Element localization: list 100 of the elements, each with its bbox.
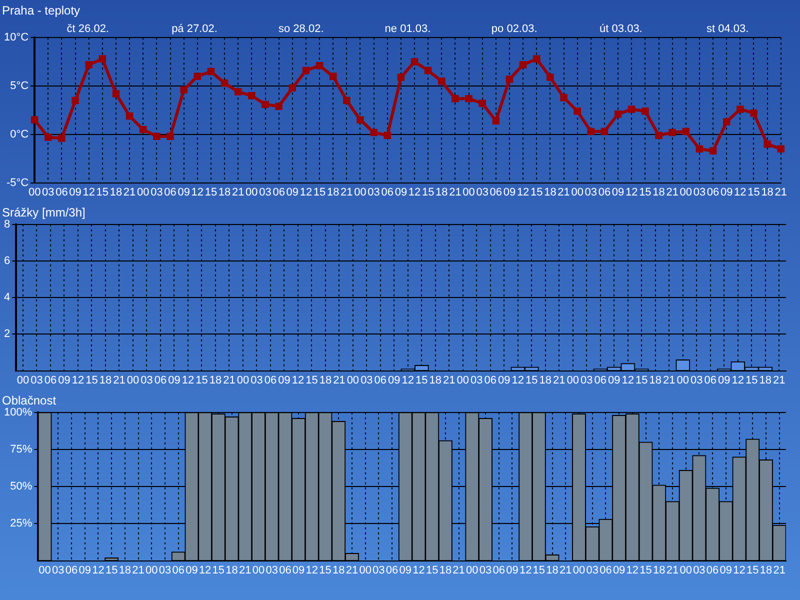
x-tick-label: 00 xyxy=(38,564,51,576)
x-tick-label: 00 xyxy=(16,374,30,386)
chart-title: Srážky [mm/3h] xyxy=(2,206,86,220)
x-tick-label: 15 xyxy=(526,374,538,386)
x-tick-label: 12 xyxy=(182,374,194,386)
x-tick-label: 21 xyxy=(666,564,679,576)
x-tick-label: 21 xyxy=(773,564,786,576)
x-tick-label: 03 xyxy=(693,186,706,198)
x-tick-label: 12 xyxy=(626,564,639,576)
x-tick-label: 18 xyxy=(760,564,772,576)
text: st 04.03. xyxy=(706,23,749,36)
x-tick-label: 00 xyxy=(680,186,692,198)
x-tick-label: 12 xyxy=(300,186,312,198)
x-tick-label: 12 xyxy=(412,564,425,576)
x-tick-label: 18 xyxy=(439,564,452,576)
x-tick-label: 09 xyxy=(394,186,408,198)
x-tick-label: 06 xyxy=(492,564,505,576)
x-tick-label: 06 xyxy=(172,564,184,576)
x-tick-label: 15 xyxy=(306,374,318,386)
x-tick-label: 03 xyxy=(250,374,263,386)
y-tick-label: 10°C xyxy=(4,32,29,44)
x-tick-label: 06 xyxy=(154,374,167,386)
x-tick-label: 00 xyxy=(354,186,366,198)
x-tick-label: 21 xyxy=(666,186,678,198)
x-tick-label: 00 xyxy=(676,374,690,386)
y-tick-label: 2 xyxy=(4,328,10,340)
x-tick-label: 09 xyxy=(178,186,190,198)
x-tick-label: 00 xyxy=(680,564,692,576)
x-tick-label: 00 xyxy=(252,564,265,576)
x-tick-label: 21 xyxy=(773,374,786,386)
x-tick-label: 06 xyxy=(164,186,176,198)
x-tick-label: 06 xyxy=(264,374,277,386)
x-tick-label: 18 xyxy=(209,374,222,386)
x-tick-label: 21 xyxy=(239,564,252,576)
x-tick-label: 00 xyxy=(462,186,475,198)
x-tick-label: 18 xyxy=(332,564,345,576)
x-tick-label: 03 xyxy=(266,564,278,576)
x-tick-label: 03 xyxy=(693,564,706,576)
text: ne 01.03. xyxy=(384,23,431,36)
x-tick-label: 15 xyxy=(426,564,438,576)
x-tick-label: 03 xyxy=(690,374,703,386)
x-tick-label: 12 xyxy=(82,186,95,198)
x-tick-label: 09 xyxy=(388,374,400,386)
y-tick-label: 5°C xyxy=(10,80,29,92)
x-tick-label: 09 xyxy=(78,564,91,576)
x-tick-label: 21 xyxy=(449,186,462,198)
x-tick-label: 21 xyxy=(223,374,236,386)
x-tick-label: 03 xyxy=(42,186,54,198)
x-tick-label: 18 xyxy=(118,564,132,576)
x-tick-label: 21 xyxy=(333,374,346,386)
x-tick-label: 09 xyxy=(612,186,624,198)
x-tick-label: 00 xyxy=(246,186,258,198)
x-tick-label: 18 xyxy=(761,186,774,198)
y-tick-label: 4 xyxy=(4,292,10,304)
x-tick-label: 21 xyxy=(346,564,358,576)
x-tick-label: 03 xyxy=(150,186,163,198)
x-tick-label: 12 xyxy=(292,374,304,386)
chart-title: Praha - teploty xyxy=(2,4,80,18)
x-tick-label: 03 xyxy=(479,564,492,576)
y-tick-label: 75% xyxy=(10,444,32,456)
y-tick-label: 25% xyxy=(10,518,32,530)
x-tick-label: 09 xyxy=(612,564,626,576)
y-tick-label: 100% xyxy=(4,406,32,418)
x-tick-label: 12 xyxy=(72,374,84,386)
x-tick-label: 06 xyxy=(706,564,719,576)
y-tick-label: -5°C xyxy=(6,176,29,189)
x-tick-label: 21 xyxy=(123,186,136,198)
x-tick-label: 06 xyxy=(594,374,607,386)
x-tick-label: 09 xyxy=(506,564,518,576)
x-tick-label: 00 xyxy=(28,186,41,198)
x-tick-label: 06 xyxy=(56,186,68,198)
x-tick-label: 12 xyxy=(408,186,421,198)
x-tick-label: 03 xyxy=(30,374,43,386)
x-tick-label: 21 xyxy=(553,374,566,386)
x-tick-label: 03 xyxy=(140,374,153,386)
text: pá 27.02. xyxy=(172,23,218,36)
x-tick-label: 12 xyxy=(306,564,318,576)
x-tick-label: 18 xyxy=(110,186,122,198)
y-tick-label: 8 xyxy=(4,218,10,230)
x-tick-label: 03 xyxy=(372,564,385,576)
x-tick-label: 15 xyxy=(636,374,648,386)
x-tick-label: 12 xyxy=(734,186,746,198)
x-tick-label: 15 xyxy=(319,564,332,576)
x-tick-label: 09 xyxy=(720,564,732,576)
x-tick-label: 12 xyxy=(625,186,638,198)
x-tick-label: 12 xyxy=(198,564,212,576)
x-tick-label: 06 xyxy=(44,374,57,386)
x-tick-label: 12 xyxy=(516,186,530,198)
x-tick-label: 00 xyxy=(126,374,140,386)
x-tick-label: 06 xyxy=(598,186,611,198)
x-tick-label: 15 xyxy=(746,564,759,576)
x-tick-label: 06 xyxy=(272,186,285,198)
x-tick-label: 18 xyxy=(539,374,552,386)
x-tick-label: 15 xyxy=(748,186,760,198)
x-tick-label: 00 xyxy=(571,186,584,198)
x-tick-label: 06 xyxy=(490,186,502,198)
x-tick-label: 06 xyxy=(706,186,720,198)
x-tick-label: 00 xyxy=(236,374,250,386)
x-tick-label: 00 xyxy=(466,564,478,576)
x-tick-label: 09 xyxy=(278,374,290,386)
